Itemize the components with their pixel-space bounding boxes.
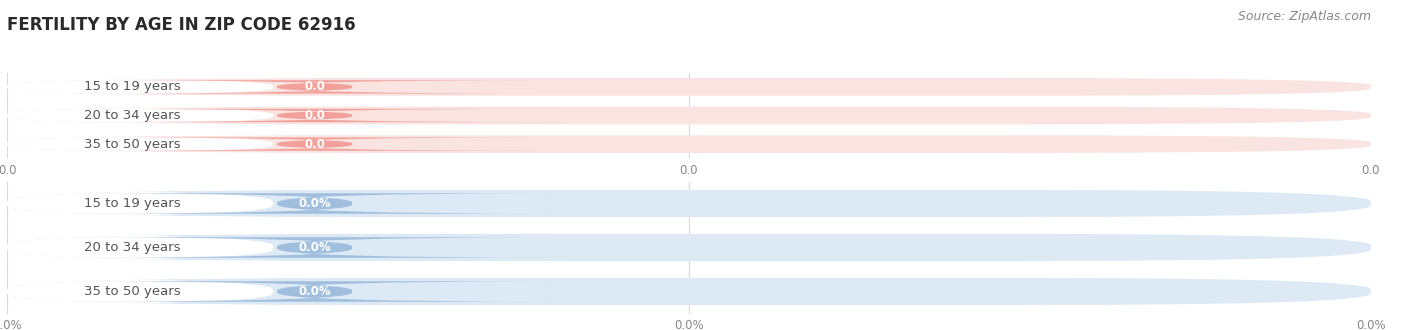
FancyBboxPatch shape [66,237,562,258]
Text: 15 to 19 years: 15 to 19 years [84,81,180,93]
FancyBboxPatch shape [66,80,562,93]
Text: 0.0%: 0.0% [298,285,330,298]
Text: 0.0%: 0.0% [298,241,330,254]
FancyBboxPatch shape [7,78,1371,96]
FancyBboxPatch shape [0,107,367,124]
Text: 35 to 50 years: 35 to 50 years [84,285,180,298]
Text: 0.0%: 0.0% [298,197,330,210]
FancyBboxPatch shape [7,135,1371,153]
Text: FERTILITY BY AGE IN ZIP CODE 62916: FERTILITY BY AGE IN ZIP CODE 62916 [7,16,356,35]
FancyBboxPatch shape [66,138,562,151]
Text: 20 to 34 years: 20 to 34 years [84,241,180,254]
FancyBboxPatch shape [66,193,562,214]
FancyBboxPatch shape [0,278,367,305]
FancyBboxPatch shape [7,234,1371,261]
Text: 0.0: 0.0 [304,109,325,122]
FancyBboxPatch shape [7,190,1371,217]
FancyBboxPatch shape [0,135,367,153]
FancyBboxPatch shape [66,109,562,122]
FancyBboxPatch shape [7,107,1371,124]
FancyBboxPatch shape [66,281,562,302]
FancyBboxPatch shape [0,234,367,261]
FancyBboxPatch shape [0,78,367,96]
Text: 0.0: 0.0 [304,138,325,150]
FancyBboxPatch shape [0,190,367,217]
Text: 20 to 34 years: 20 to 34 years [84,109,180,122]
Text: Source: ZipAtlas.com: Source: ZipAtlas.com [1237,10,1371,23]
FancyBboxPatch shape [7,278,1371,305]
Text: 0.0: 0.0 [304,81,325,93]
Text: 15 to 19 years: 15 to 19 years [84,197,180,210]
Text: 35 to 50 years: 35 to 50 years [84,138,180,150]
